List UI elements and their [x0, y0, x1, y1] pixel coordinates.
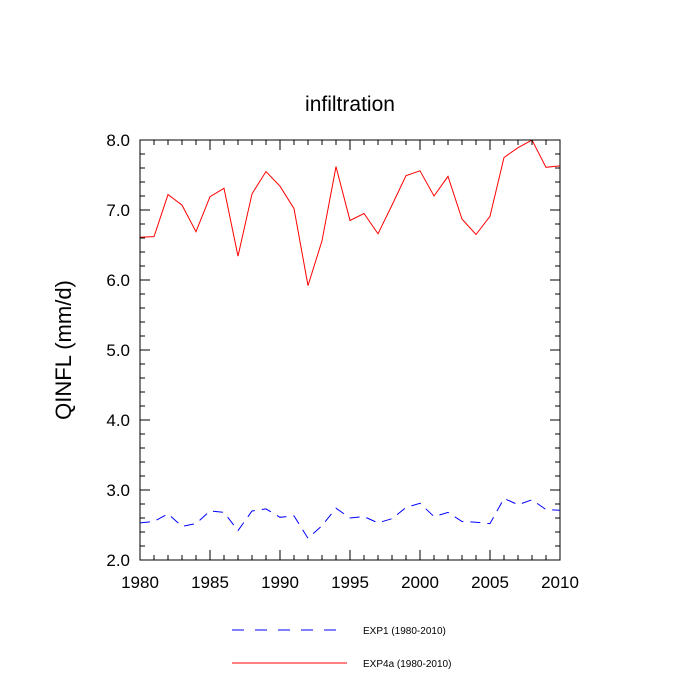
- legend-label-1: EXP1 (1980-2010): [363, 626, 446, 637]
- y-tick-label: 5.0: [106, 341, 130, 360]
- x-tick-label: 2010: [541, 573, 579, 592]
- chart-title: infiltration: [305, 93, 395, 116]
- plot-frame: [139, 139, 561, 561]
- x-tick-label: 1980: [121, 573, 159, 592]
- y-axis-label: QINFL (mm/d): [51, 280, 76, 420]
- x-tick-label: 1995: [331, 573, 369, 592]
- x-tick-label: 1985: [191, 573, 229, 592]
- y-tick-label: 3.0: [106, 481, 130, 500]
- legend-label-2: EXP4a (1980-2010): [363, 659, 451, 670]
- series-line-1: [139, 497, 561, 540]
- y-tick-label: 6.0: [106, 271, 130, 290]
- x-tick-label: 2000: [401, 573, 439, 592]
- y-tick-label: 2.0: [106, 551, 130, 570]
- y-tick-label: 4.0: [106, 411, 130, 430]
- ticks-layer: 1980 1985 1990 1995 2000 2005 2010 2.0 3.0 4.0 5.0…: [106, 131, 579, 592]
- x-tick-label: 2005: [471, 573, 509, 592]
- y-tick-label: 7.0: [106, 201, 130, 220]
- legend: EXP1 (1980-2010) EXP4a (1980-2010): [232, 626, 451, 670]
- x-tick-label: 1990: [261, 573, 299, 592]
- y-tick-label: 8.0: [106, 131, 130, 150]
- series-layer: [139, 139, 561, 540]
- series-line-2: [139, 139, 561, 286]
